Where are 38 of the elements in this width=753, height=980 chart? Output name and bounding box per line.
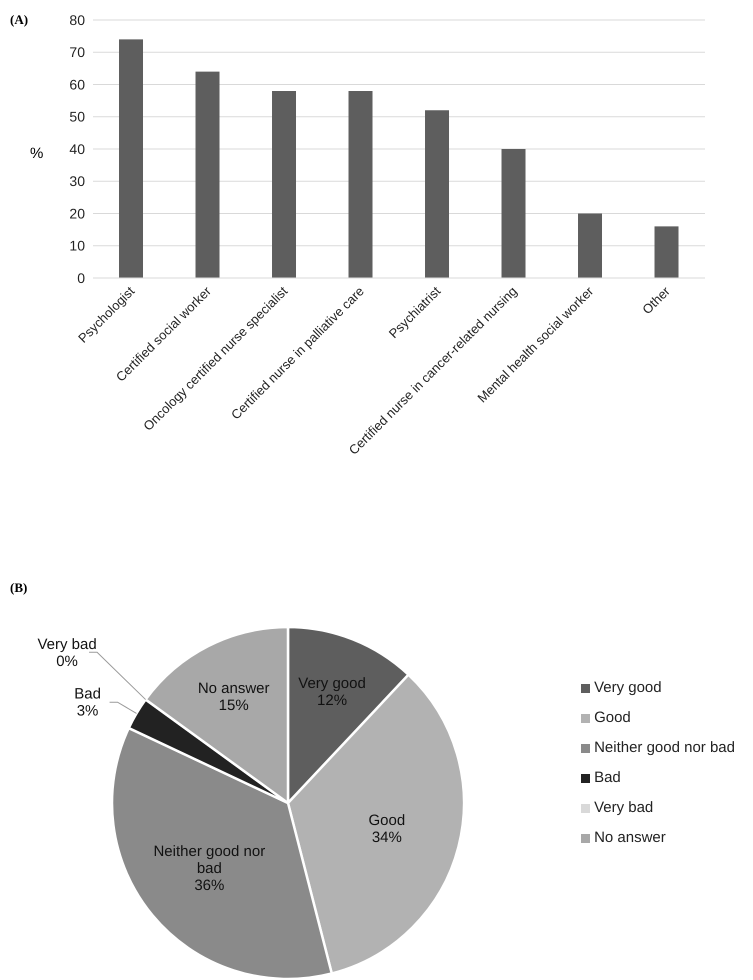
chart-title: (A)	[10, 12, 28, 28]
y-tick-label: 20	[69, 205, 86, 222]
bar	[654, 226, 679, 278]
chart-title: (B)	[10, 580, 28, 596]
data-label: 15%	[218, 696, 249, 714]
text: 0%	[56, 652, 78, 670]
y-tick-label: 60	[69, 76, 86, 92]
slice-label: Bad	[74, 686, 101, 703]
legend-label: Bad	[594, 769, 621, 786]
data-label: 12%	[317, 692, 348, 710]
bar	[425, 110, 450, 278]
y-axis-title: %	[30, 145, 44, 162]
slice-label: Neither good nor bad	[153, 843, 266, 878]
data-label: 34%	[372, 828, 402, 846]
data-label: 36%	[194, 877, 224, 894]
bar	[272, 90, 296, 278]
bar	[578, 214, 602, 278]
bar	[348, 90, 373, 278]
y-tick-label: 30	[69, 173, 86, 190]
bar	[196, 72, 220, 278]
slice-label: Very good	[298, 675, 366, 692]
category-label: Very bad	[37, 636, 97, 653]
legend-label: No answer	[594, 829, 666, 846]
slice-label: Good	[368, 812, 406, 829]
legend-label: Good	[594, 709, 631, 726]
legend-label: Very bad	[594, 799, 654, 816]
y-tick-label: 10	[69, 238, 86, 254]
y-tick-label: 40	[69, 140, 86, 157]
bar	[119, 39, 144, 278]
legend-label: Very good	[594, 679, 662, 696]
legend-label: Neither good nor bad	[594, 739, 735, 756]
y-tick-label: 70	[69, 44, 86, 60]
data-label: 3%	[76, 702, 98, 720]
bar	[502, 149, 526, 278]
slice-label: No answer	[198, 680, 270, 697]
y-tick-label: 80	[69, 12, 86, 28]
y-tick-label: 0	[77, 270, 86, 286]
y-tick-label: 50	[69, 108, 86, 125]
